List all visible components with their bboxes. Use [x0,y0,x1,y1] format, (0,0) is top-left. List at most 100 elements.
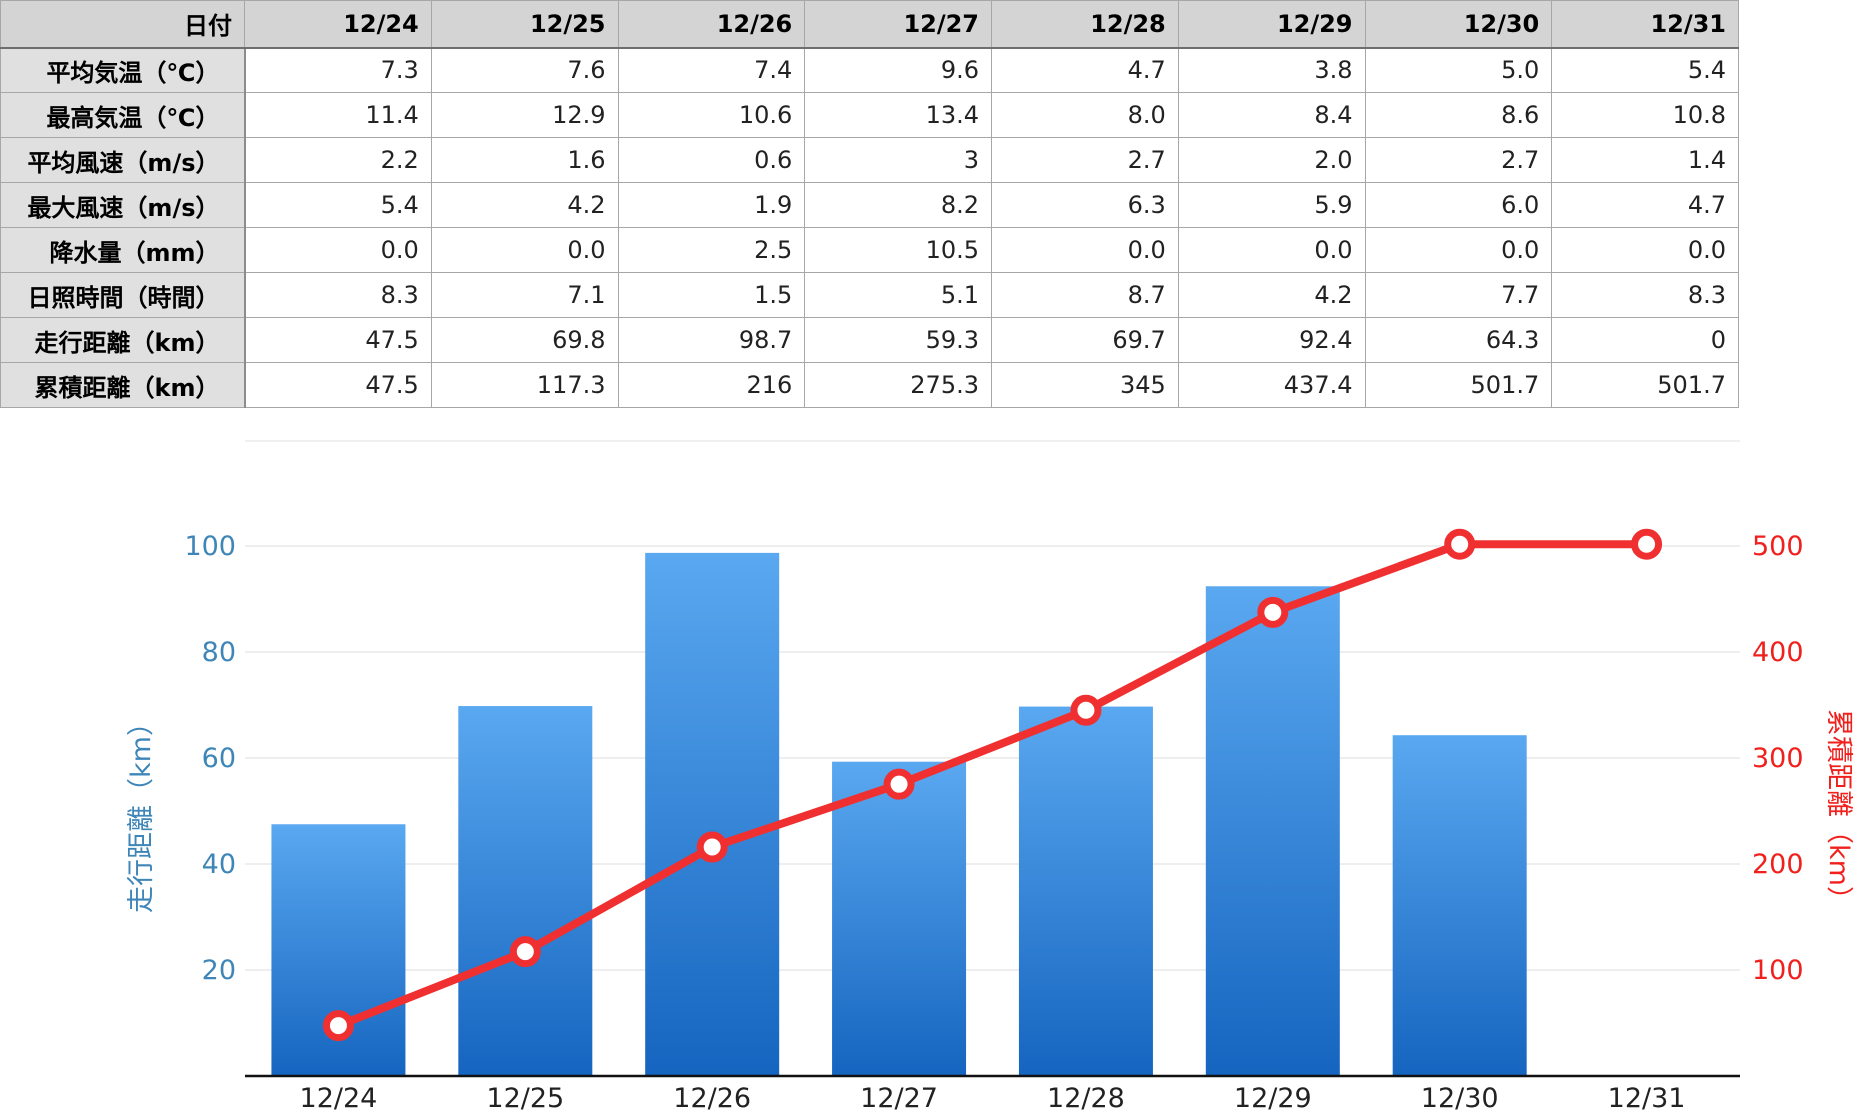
right-tick-label: 300 [1752,743,1804,774]
row-label: 最高気温（℃） [0,92,246,138]
table-cell: 10.8 [1551,92,1739,138]
bar [1205,586,1340,1076]
table-cell: 3 [804,137,992,183]
date-header-cell: 12/26 [617,0,806,49]
table-cell: 8.4 [1177,92,1366,138]
table-cell: 0.0 [1551,227,1739,273]
table-cell: 8.6 [1364,92,1553,138]
table-cell: 8.3 [1551,272,1739,318]
table-cell: 6.3 [991,182,1179,228]
right-tick-label: 400 [1752,637,1804,668]
table-cell: 2.7 [991,137,1179,183]
left-tick-label: 80 [202,637,236,668]
left-y-axis: 20 40 60 80 100 [184,531,236,986]
table-cell: 0.0 [1177,227,1366,273]
table-cell: 3.8 [1177,47,1366,93]
table-cell: 0.0 [244,227,432,273]
table-cell: 501.7 [1551,362,1739,408]
table-cell: 501.7 [1364,362,1553,408]
table-cell: 0 [1551,317,1739,363]
left-tick-label: 40 [202,849,236,880]
row-label: 平均風速（m/s） [0,137,246,183]
date-header-cell: 12/30 [1364,0,1553,49]
table-cell: 5.9 [1177,182,1366,228]
table-cell: 1.6 [430,137,619,183]
data-point [696,831,728,863]
table-cell: 10.5 [804,227,992,273]
table-cell: 5.4 [1551,47,1739,93]
date-header-cell: 12/25 [430,0,619,49]
table-cell: 345 [991,362,1179,408]
date-header-cell: 12/27 [804,0,992,49]
row-label: 累積距離（km） [0,362,246,408]
table-cell: 59.3 [804,317,992,363]
table-cell: 7.7 [1364,272,1553,318]
series-line [334,540,1651,1030]
bar [1018,706,1153,1076]
table-cell: 69.8 [430,317,619,363]
table-cell: 1.4 [1551,137,1739,183]
right-axis-title: 累積距離（km） [1823,709,1854,913]
table-cell: 4.2 [1177,272,1366,318]
data-point [1444,528,1476,560]
date-header-cell: 12/31 [1551,0,1739,49]
table-row-avg-wind: 平均風速（m/s） 2.2 1.6 0.6 3 2.7 2.0 2.7 1.4 [0,137,1739,183]
row-label: 降水量（mm） [0,227,246,273]
table-cell: 98.7 [617,317,806,363]
table-cell: 0.0 [991,227,1179,273]
bar [645,552,780,1076]
table-cell: 5.1 [804,272,992,318]
table-cell: 0.6 [617,137,806,183]
table-cell: 8.7 [991,272,1179,318]
x-tick-label: 12/27 [860,1083,938,1111]
table-cell: 216 [617,362,806,408]
date-header-label: 日付 [0,0,245,49]
table-cell: 2.7 [1364,137,1553,183]
right-tick-label: 500 [1752,531,1804,562]
table-cell: 1.5 [617,272,806,318]
bar [1392,735,1527,1076]
x-tick-label: 12/25 [486,1083,564,1111]
table-cell: 437.4 [1177,362,1366,408]
table-cell: 11.4 [244,92,432,138]
table-cell: 7.3 [244,47,432,93]
table-row-cumulative: 累積距離（km） 47.5 117.3 216 275.3 345 437.4 … [0,362,1739,408]
table-cell: 47.5 [244,362,432,408]
data-point [509,936,541,968]
table-cell: 5.4 [244,182,432,228]
left-axis-title: 走行距離（km） [126,709,157,913]
weather-data-table: 日付 12/24 12/25 12/26 12/27 12/28 12/29 1… [0,0,1739,408]
table-header-row: 日付 12/24 12/25 12/26 12/27 12/28 12/29 1… [0,0,1739,49]
data-point [1257,596,1289,628]
left-tick-label: 60 [202,743,236,774]
table-cell: 47.5 [244,317,432,363]
line-series-cumulative-distance [322,528,1663,1042]
x-tick-label: 12/24 [300,1083,378,1111]
data-point [883,768,915,800]
date-header-cell: 12/24 [244,0,432,49]
table-cell: 8.0 [991,92,1179,138]
table-row-sunshine: 日照時間（時間） 8.3 7.1 1.5 5.1 8.7 4.2 7.7 8.3 [0,272,1739,318]
table-cell: 12.9 [430,92,619,138]
row-label: 日照時間（時間） [0,272,246,318]
x-tick-label: 12/26 [673,1083,751,1111]
row-label: 最大風速（m/s） [0,182,246,228]
x-tick-label: 12/29 [1234,1083,1312,1111]
x-tick-label: 12/31 [1608,1083,1686,1111]
table-cell: 117.3 [430,362,619,408]
x-tick-label: 12/28 [1047,1083,1125,1111]
x-tick-label: 12/30 [1421,1083,1499,1111]
table-cell: 7.6 [430,47,619,93]
table-cell: 2.5 [617,227,806,273]
row-label: 平均気温（℃） [0,47,246,93]
x-axis-tick-labels: 12/24 12/25 12/26 12/27 12/28 12/29 12/30 12/31 [300,1083,1686,1111]
table-cell: 64.3 [1364,317,1553,363]
date-header-cell: 12/29 [1177,0,1366,49]
table-row-max-wind: 最大風速（m/s） 5.4 4.2 1.9 8.2 6.3 5.9 6.0 4.… [0,182,1739,228]
data-point [1631,528,1663,560]
table-cell: 7.4 [617,47,806,93]
table-cell: 8.3 [244,272,432,318]
table-cell: 92.4 [1177,317,1366,363]
left-tick-label: 100 [184,531,236,562]
